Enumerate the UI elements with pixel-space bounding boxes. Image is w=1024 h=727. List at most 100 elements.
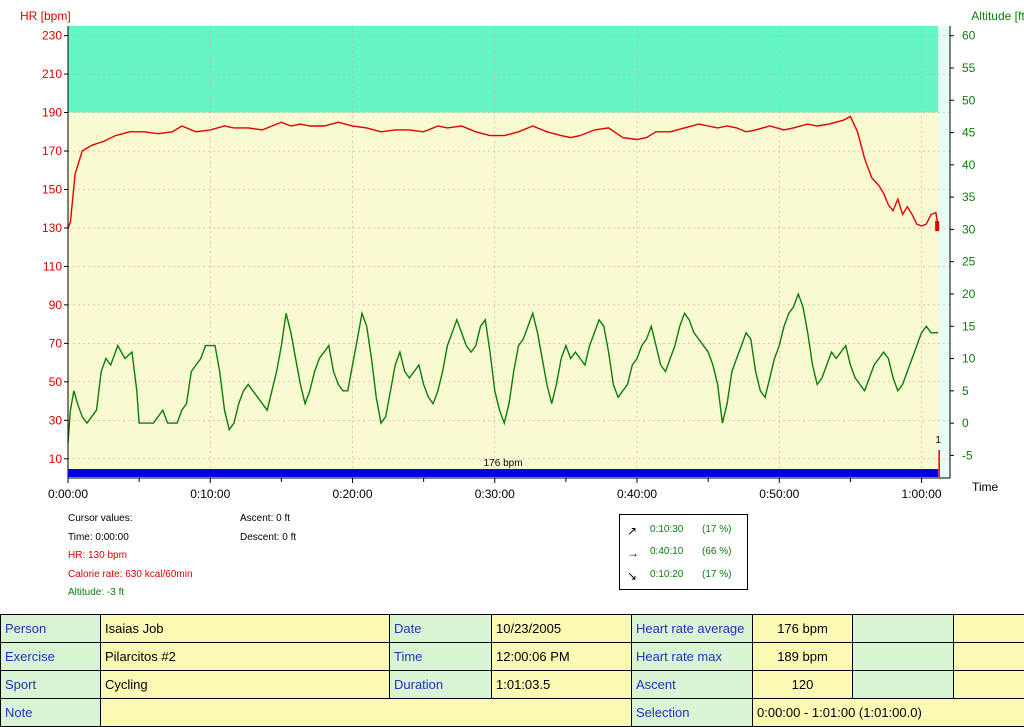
time-value[interactable]: 12:00:06 PM [492, 643, 632, 671]
empty-cell [853, 615, 954, 643]
note-value[interactable] [101, 699, 632, 727]
left-tick-label: 230 [42, 29, 62, 43]
zone-time: 0:10:20 [650, 569, 683, 580]
x-tick-label: 0:10:00 [190, 487, 230, 501]
exercise-summary-table: Person Isaias Job Date 10/23/2005 Heart … [0, 614, 1024, 727]
plot-background [68, 26, 950, 478]
left-tick-label: 150 [42, 182, 62, 196]
hr-average-label: Heart rate average [632, 615, 753, 643]
ascent-label: Ascent [632, 671, 753, 699]
left-tick-label: 30 [49, 413, 63, 427]
empty-cell [853, 671, 954, 699]
empty-cell [954, 671, 1024, 699]
table-row: Exercise Pilarcitos #2 Time 12:00:06 PM … [1, 643, 1024, 671]
hr-max-value: 189 bpm [753, 643, 853, 671]
cursor-ascent: Ascent: 0 ft [240, 510, 296, 529]
zone-row-above: ↗ 0:10:30 (17 %) [620, 524, 747, 540]
hr-average-value: 176 bpm [753, 615, 853, 643]
ascent-descent-panel: Ascent: 0 ft Descent: 0 ft [240, 510, 296, 547]
time-label: Time [390, 643, 492, 671]
left-tick-label: 190 [42, 106, 62, 120]
selection-value: 0:00:00 - 1:01:00 (1:01:00.0) [753, 699, 1024, 727]
left-tick-label: 130 [42, 221, 62, 235]
empty-cell [853, 643, 954, 671]
right-tick-label: 25 [962, 255, 976, 269]
right-tick-label: 40 [962, 158, 976, 172]
hr-max-label: Heart rate max [632, 643, 753, 671]
hr-end-marker [935, 221, 939, 231]
zone-percent: (17 %) [702, 569, 731, 580]
right-axis-label: Altitude [ft] [971, 9, 1024, 23]
empty-cell [954, 615, 1024, 643]
duration-value: 1:01:03.5 [492, 671, 632, 699]
right-tick-label: 60 [962, 29, 976, 43]
zone-row-below: ↘ 0:10:20 (17 %) [620, 569, 747, 585]
left-axis-label: HR [bpm] [20, 9, 71, 23]
left-tick-label: 90 [49, 298, 63, 312]
empty-cell [954, 643, 1024, 671]
right-tick-label: 45 [962, 126, 976, 140]
zone-percent: (17 %) [702, 524, 731, 535]
right-tick-label: 20 [962, 287, 976, 301]
x-tick-label: 0:50:00 [759, 487, 799, 501]
person-value[interactable]: Isaias Job [101, 615, 390, 643]
note-label: Note [1, 699, 101, 727]
right-tick-label: -5 [962, 448, 973, 462]
right-tick-label: 30 [962, 222, 976, 236]
zone-percent: (66 %) [702, 546, 731, 557]
left-tick-label: 170 [42, 144, 62, 158]
date-label: Date [390, 615, 492, 643]
cursor-hr: HR: 130 bpm [68, 547, 193, 566]
x-axis-label: Time [972, 480, 999, 494]
zone-within-area [68, 113, 950, 478]
right-axis-ticks: -5 0 5 10 15 20 25 30 35 40 45 50 55 60 [950, 29, 976, 463]
left-tick-label: 50 [49, 375, 63, 389]
lap-marker-label: 1 [935, 435, 941, 446]
zone-time: 0:40:10 [650, 546, 683, 557]
arrow-down-right-icon: ↘ [627, 569, 637, 583]
sport-label: Sport [1, 671, 101, 699]
table-row: Person Isaias Job Date 10/23/2005 Heart … [1, 615, 1024, 643]
duration-label: Duration [390, 671, 492, 699]
left-tick-label: 70 [49, 336, 63, 350]
cursor-time: Time: 0:00:00 [68, 529, 193, 548]
cursor-altitude: Altitude: -3 ft [68, 584, 193, 603]
exercise-value[interactable]: Pilarcitos #2 [101, 643, 390, 671]
x-tick-label: 0:30:00 [475, 487, 515, 501]
unrecorded-area [938, 26, 950, 478]
x-tick-label: 0:20:00 [332, 487, 372, 501]
right-tick-label: 55 [962, 61, 976, 75]
right-tick-label: 10 [962, 352, 976, 366]
left-tick-label: 10 [49, 452, 63, 466]
hr-average-label: 176 bpm [484, 458, 523, 469]
selection-label: Selection [632, 699, 753, 727]
right-tick-label: 15 [962, 319, 976, 333]
right-tick-label: 0 [962, 416, 969, 430]
zone-row-within: → 0:40:10 (66 %) [620, 546, 747, 562]
cursor-values-panel: Cursor values: Time: 0:00:00 HR: 130 bpm… [68, 510, 193, 603]
arrow-right-icon: → [627, 546, 639, 560]
table-row: Sport Cycling Duration 1:01:03.5 Ascent … [1, 671, 1024, 699]
left-tick-label: 210 [42, 67, 62, 81]
x-tick-label: 0:40:00 [617, 487, 657, 501]
x-axis-ticks: 0:00:00 0:10:00 0:20:00 0:30:00 0:40:00 0:50:… [48, 478, 942, 501]
right-tick-label: 50 [962, 93, 976, 107]
zone-time: 0:10:30 [650, 524, 683, 535]
cursor-values-title: Cursor values: [68, 510, 193, 529]
right-tick-label: 5 [962, 384, 969, 398]
sport-value[interactable]: Cycling [101, 671, 390, 699]
person-label: Person [1, 615, 101, 643]
date-value[interactable]: 10/23/2005 [492, 615, 632, 643]
zone-summary-box: ↗ 0:10:30 (17 %) → 0:40:10 (66 %) ↘ 0:10… [619, 514, 748, 590]
x-tick-label: 1:00:00 [902, 487, 942, 501]
exercise-label: Exercise [1, 643, 101, 671]
zone-above-area [68, 26, 950, 113]
cursor-descent: Descent: 0 ft [240, 529, 296, 548]
arrow-up-right-icon: ↗ [627, 524, 637, 538]
hr-average-bar [68, 469, 938, 477]
x-tick-label: 0:00:00 [48, 487, 88, 501]
cursor-calorie: Calorie rate: 630 kcal/60min [68, 566, 193, 585]
right-tick-label: 35 [962, 190, 976, 204]
